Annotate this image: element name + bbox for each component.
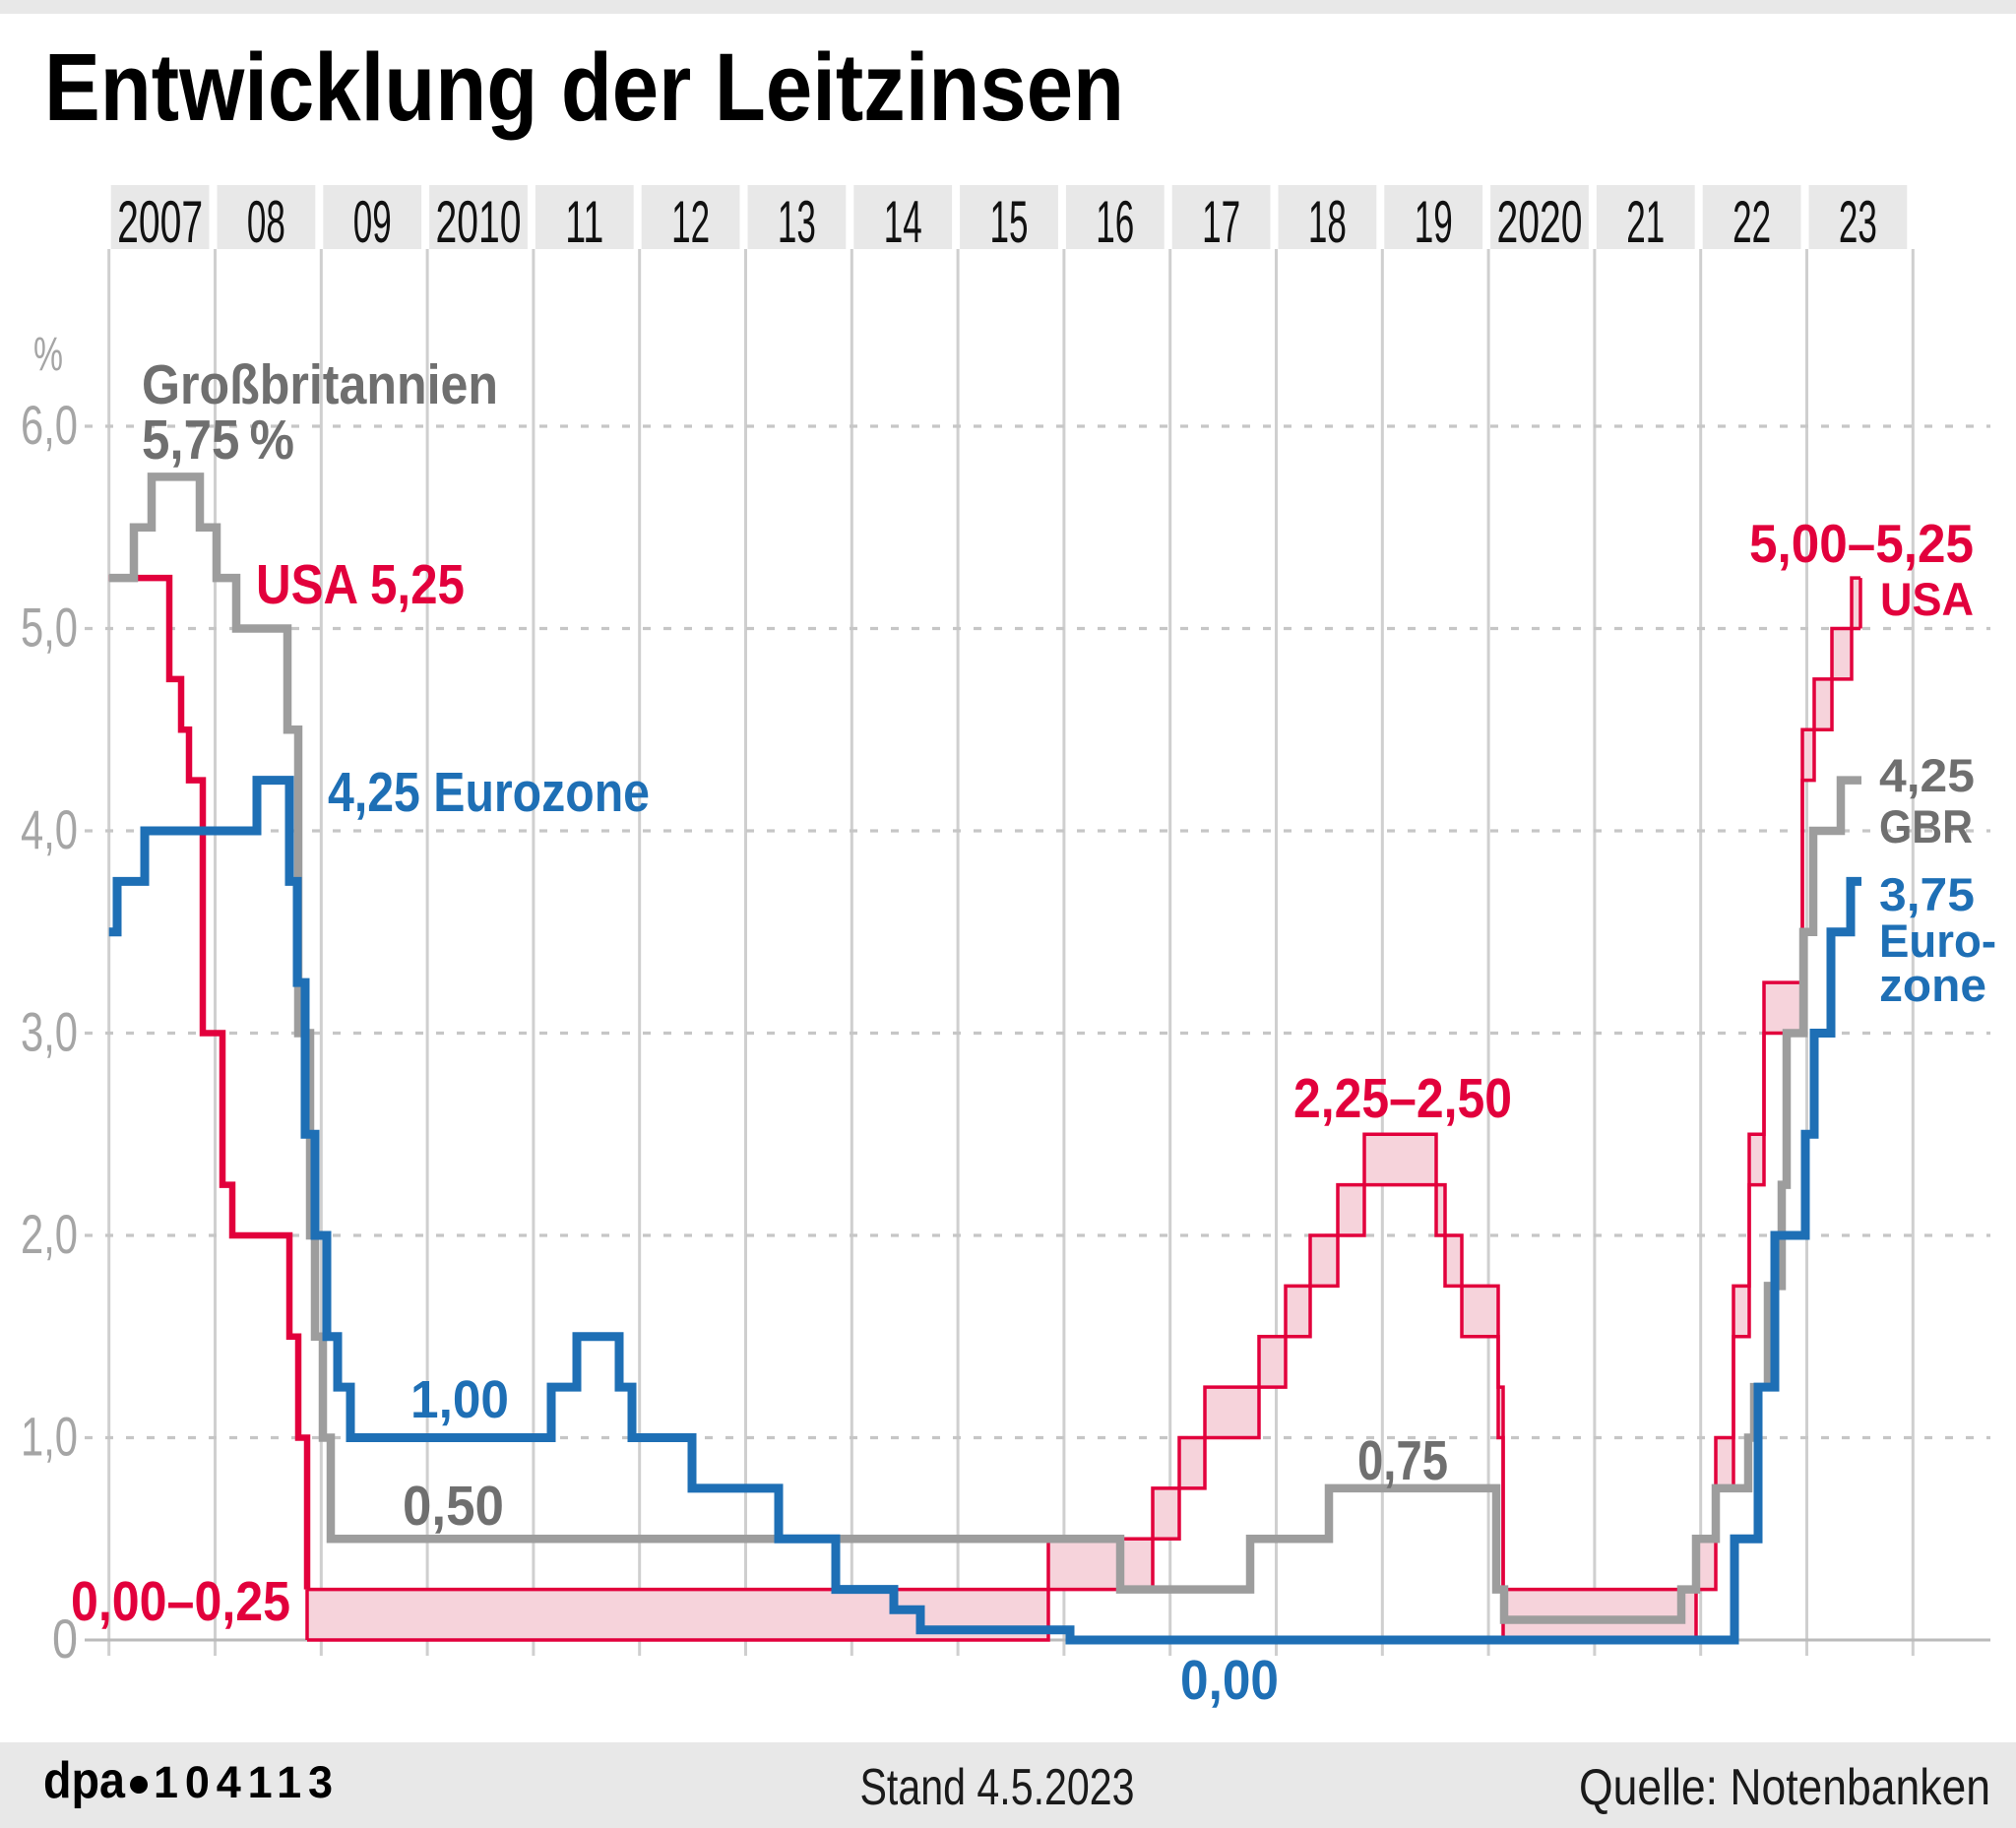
svg-text:3,0: 3,0 bbox=[21, 1001, 78, 1063]
svg-text:2010: 2010 bbox=[436, 189, 522, 255]
svg-text:Quelle: Notenbanken: Quelle: Notenbanken bbox=[1579, 1759, 1990, 1816]
svg-text:16: 16 bbox=[1096, 189, 1134, 255]
svg-text:4,0: 4,0 bbox=[21, 798, 78, 860]
svg-text:1,0: 1,0 bbox=[21, 1406, 78, 1468]
svg-text:5,75 %: 5,75 % bbox=[142, 409, 294, 472]
svg-text:4,25: 4,25 bbox=[1879, 749, 1975, 801]
svg-text:%: % bbox=[33, 329, 63, 381]
svg-text:GBR: GBR bbox=[1879, 800, 1973, 852]
svg-text:14: 14 bbox=[884, 189, 922, 255]
svg-text:13: 13 bbox=[778, 189, 816, 255]
svg-text:5,0: 5,0 bbox=[21, 597, 78, 659]
svg-text:6,0: 6,0 bbox=[21, 394, 78, 456]
svg-text:2,25–2,50: 2,25–2,50 bbox=[1293, 1067, 1512, 1130]
svg-text:USA: USA bbox=[1880, 573, 1974, 625]
svg-text:0,75: 0,75 bbox=[1357, 1429, 1448, 1492]
svg-text:22: 22 bbox=[1732, 189, 1771, 255]
svg-text:Entwicklung der Leitzinsen: Entwicklung der Leitzinsen bbox=[44, 33, 1124, 141]
svg-text:11: 11 bbox=[565, 189, 603, 255]
svg-text:23: 23 bbox=[1839, 189, 1877, 255]
svg-text:0,00: 0,00 bbox=[1180, 1649, 1279, 1712]
svg-text:2007: 2007 bbox=[117, 189, 203, 255]
svg-text:dpa: dpa bbox=[43, 1752, 126, 1809]
svg-text:0: 0 bbox=[52, 1607, 78, 1670]
svg-text:USA 5,25: USA 5,25 bbox=[256, 553, 465, 616]
svg-text:09: 09 bbox=[353, 189, 392, 255]
svg-text:2020: 2020 bbox=[1497, 189, 1583, 255]
svg-text:3,75: 3,75 bbox=[1879, 868, 1975, 920]
svg-text:Stand 4.5.2023: Stand 4.5.2023 bbox=[860, 1759, 1135, 1816]
svg-text:0,00–0,25: 0,00–0,25 bbox=[71, 1570, 290, 1633]
svg-text:2,0: 2,0 bbox=[21, 1203, 78, 1265]
svg-text:1,00: 1,00 bbox=[410, 1370, 509, 1429]
svg-text:zone: zone bbox=[1879, 959, 1986, 1011]
svg-text:4,25 Eurozone: 4,25 Eurozone bbox=[328, 761, 650, 824]
svg-text:19: 19 bbox=[1415, 189, 1453, 255]
svg-text:5,00–5,25: 5,00–5,25 bbox=[1749, 513, 1974, 574]
svg-text:08: 08 bbox=[247, 189, 285, 255]
svg-text:12: 12 bbox=[671, 189, 710, 255]
svg-text:0,50: 0,50 bbox=[403, 1475, 504, 1538]
svg-text:Großbritannien: Großbritannien bbox=[142, 353, 498, 416]
svg-text:18: 18 bbox=[1308, 189, 1347, 255]
svg-text:15: 15 bbox=[990, 189, 1029, 255]
svg-text:Euro-: Euro- bbox=[1879, 914, 1996, 967]
svg-text:21: 21 bbox=[1626, 189, 1665, 255]
svg-text:17: 17 bbox=[1202, 189, 1240, 255]
